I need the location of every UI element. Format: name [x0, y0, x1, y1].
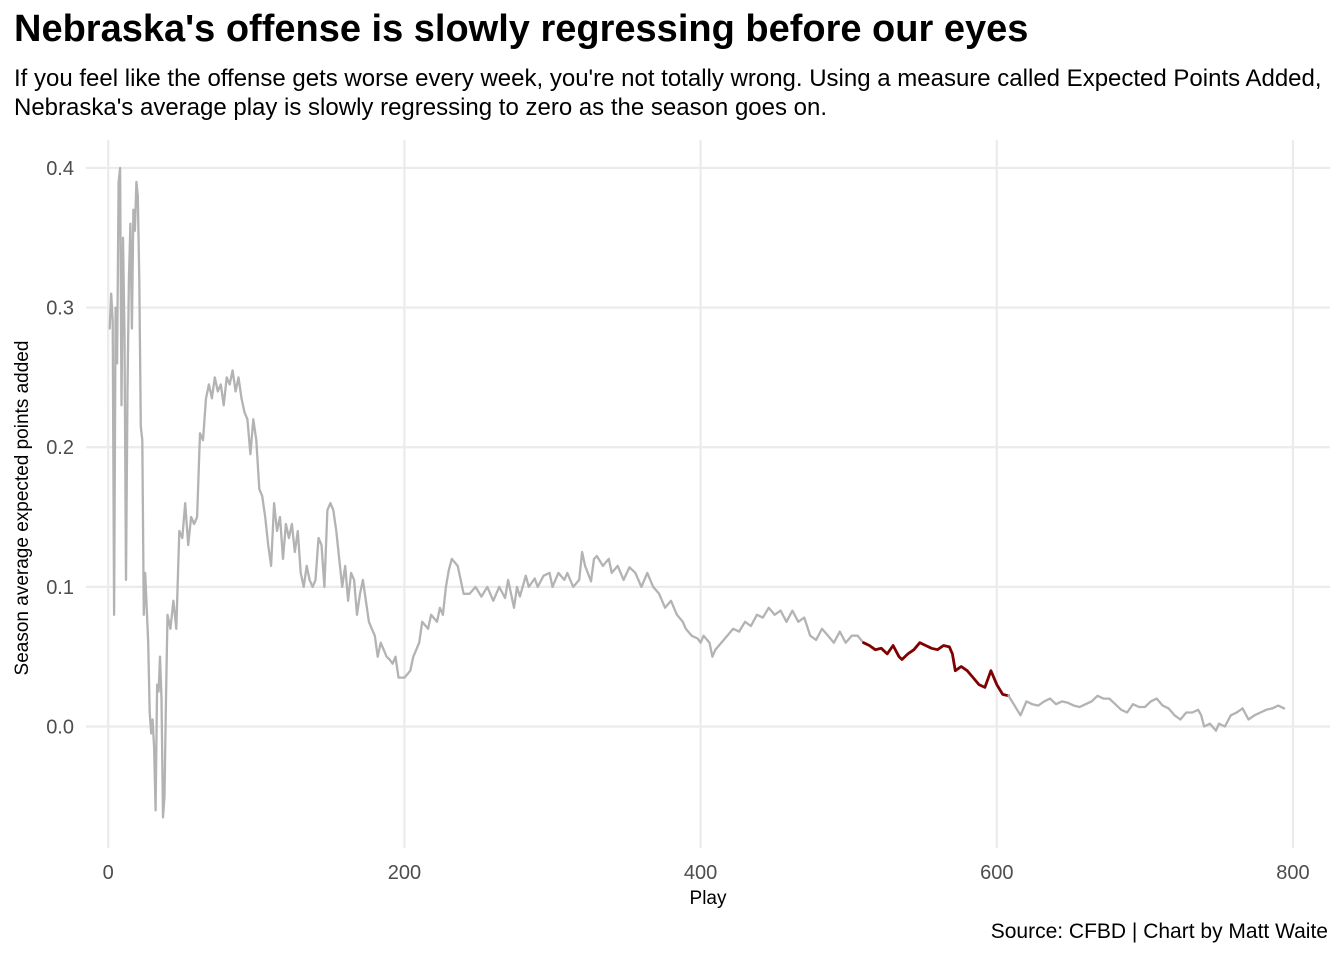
chart-title: Nebraska's offense is slowly regressing …	[14, 8, 1029, 50]
tick-labels: 0 200 400 600 800 0.0 0.1 0.2 0.3 0.4	[46, 158, 1309, 884]
x-tick-label: 0	[103, 862, 114, 884]
x-tick-label: 400	[684, 862, 717, 884]
series-line	[108, 166, 865, 819]
x-tick-label: 600	[980, 862, 1013, 884]
grid-lines	[86, 140, 1330, 848]
x-tick-label: 200	[388, 862, 421, 884]
y-axis-title: Season average expected points added	[12, 341, 33, 676]
y-tick-label: 0.4	[46, 158, 74, 180]
y-tick-label: 0.0	[46, 717, 74, 739]
highlighted-series-line	[862, 641, 1010, 698]
y-tick-label: 0.2	[46, 437, 74, 459]
series-lines	[108, 166, 1286, 819]
chart-subtitle: If you feel like the offense gets worse …	[14, 65, 1322, 121]
x-axis-title: Play	[690, 888, 727, 909]
series-line	[1007, 694, 1286, 732]
y-tick-label: 0.3	[46, 298, 74, 320]
x-tick-label: 800	[1276, 862, 1309, 884]
chart-caption: Source: CFBD | Chart by Matt Waite	[990, 920, 1328, 943]
y-tick-label: 0.1	[46, 577, 74, 599]
